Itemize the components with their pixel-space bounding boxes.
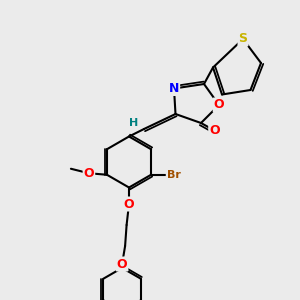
- Text: S: S: [238, 32, 247, 46]
- Text: O: O: [214, 98, 224, 112]
- Text: N: N: [169, 82, 179, 95]
- Text: Br: Br: [167, 170, 181, 180]
- Text: O: O: [209, 124, 220, 137]
- Text: O: O: [84, 167, 94, 180]
- Text: O: O: [117, 257, 128, 271]
- Text: H: H: [129, 118, 138, 128]
- Text: O: O: [124, 197, 134, 211]
